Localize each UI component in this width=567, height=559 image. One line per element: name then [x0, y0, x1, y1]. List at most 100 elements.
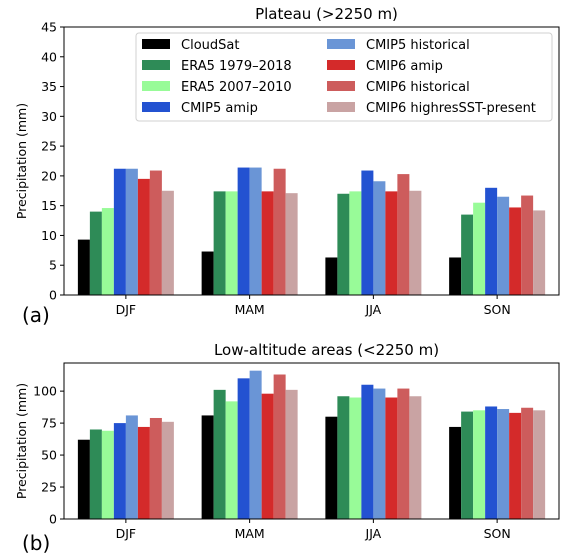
bar-mam-3	[237, 167, 250, 295]
bar-mam-7	[285, 193, 298, 295]
y-tick-label: 35	[41, 79, 57, 94]
bar-son-2	[473, 202, 486, 295]
bar-djf-0	[77, 239, 90, 295]
y-tick-label: 100	[33, 384, 57, 399]
bar-djf-6	[149, 417, 162, 519]
y-axis-label: Precipitation (mm)	[14, 383, 29, 499]
bar-mam-4	[249, 167, 262, 295]
legend-label: CMIP5 amip	[181, 101, 258, 116]
legend-label: ERA5 2007–2010	[181, 80, 292, 95]
x-tick-label: DJF	[116, 526, 137, 541]
bar-djf-2	[101, 430, 114, 519]
bar-djf-0	[77, 439, 90, 519]
bar-son-5	[509, 412, 522, 519]
bar-jja-7	[409, 396, 422, 519]
y-tick-label: 75	[41, 416, 57, 431]
bar-jja-6	[397, 388, 410, 519]
x-tick-label: JJA	[365, 526, 382, 541]
legend-label: CMIP6 historical	[366, 80, 470, 95]
bar-djf-5	[137, 426, 150, 519]
bar-djf-2	[101, 208, 114, 295]
legend-label: CMIP6 highresSST-present	[366, 101, 536, 116]
bar-son-0	[449, 426, 462, 519]
legend-label: CMIP5 historical	[366, 38, 470, 53]
bar-mam-0	[201, 251, 214, 295]
x-tick-label: JJA	[365, 302, 382, 317]
bar-mam-1	[213, 389, 226, 519]
legend-box	[135, 32, 553, 122]
bar-mam-0	[201, 415, 214, 519]
legend-swatch	[142, 60, 170, 70]
panel-2: 0 25 50 75 100 DJF MAM JJA SON Low-altitude areas…	[14, 341, 560, 555]
x-tick-label: MAM	[235, 526, 265, 541]
bar-djf-7	[161, 421, 174, 519]
bar-mam-1	[213, 191, 226, 295]
legend-label: CloudSat	[181, 38, 239, 53]
y-tick-label: 10	[41, 228, 57, 243]
y-tick-label: 5	[49, 258, 57, 273]
bar-son-4	[497, 409, 510, 519]
legend-swatch	[142, 39, 170, 49]
bar-mam-3	[237, 378, 250, 519]
bar-son-7	[533, 210, 546, 295]
panel-label: (a)	[22, 303, 50, 327]
bar-jja-3	[361, 170, 374, 295]
legend: CloudSat ERA5 1979–2018 ERA5 2007–2010 CMIP…	[135, 32, 553, 122]
bar-djf-3	[113, 168, 126, 295]
bar-son-1	[461, 214, 474, 295]
bar-mam-6	[273, 374, 286, 519]
bar-mam-5	[261, 393, 274, 519]
bar-djf-3	[113, 423, 126, 519]
bar-son-0	[449, 257, 462, 295]
bar-djf-5	[137, 178, 150, 295]
bar-son-4	[497, 196, 510, 295]
bar-son-5	[509, 207, 522, 295]
y-tick-label: 0	[49, 512, 57, 527]
bar-jja-5	[385, 191, 398, 295]
panel-label: (b)	[22, 531, 50, 555]
bar-son-7	[533, 410, 546, 519]
bar-jja-0	[325, 257, 338, 295]
x-tick-label: SON	[484, 526, 511, 541]
bar-djf-6	[149, 170, 162, 295]
bar-mam-5	[261, 191, 274, 295]
axes-frame	[63, 26, 560, 296]
bar-djf-1	[89, 211, 102, 295]
y-tick-label: 45	[41, 20, 57, 35]
bar-jja-2	[349, 191, 362, 295]
bar-djf-4	[125, 168, 138, 295]
x-tick-label: MAM	[235, 302, 265, 317]
bar-son-3	[485, 406, 498, 519]
legend-swatch	[142, 81, 170, 91]
legend-label: CMIP6 amip	[366, 59, 443, 74]
bar-djf-1	[89, 429, 102, 519]
legend-swatch	[327, 39, 355, 49]
bar-mam-4	[249, 370, 262, 519]
bar-jja-1	[337, 193, 350, 295]
bar-jja-3	[361, 384, 374, 519]
bar-son-3	[485, 187, 498, 295]
legend-swatch	[327, 81, 355, 91]
bar-mam-6	[273, 168, 286, 295]
bar-jja-4	[373, 388, 386, 519]
bar-jja-7	[409, 190, 422, 295]
bar-son-6	[521, 195, 534, 295]
bar-jja-1	[337, 396, 350, 519]
bar-jja-0	[325, 416, 338, 519]
legend-swatch	[327, 102, 355, 112]
bar-jja-2	[349, 397, 362, 519]
y-tick-label: 25	[41, 139, 57, 154]
chart-title: Plateau (>2250 m)	[255, 5, 398, 23]
axes-frame	[63, 362, 560, 520]
bar-jja-4	[373, 181, 386, 295]
bar-mam-2	[225, 191, 238, 295]
bar-djf-7	[161, 190, 174, 295]
x-tick-label: SON	[484, 302, 511, 317]
legend-swatch	[142, 102, 170, 112]
bar-jja-5	[385, 397, 398, 519]
y-tick-label: 0	[49, 288, 57, 303]
y-tick-label: 40	[41, 49, 57, 64]
y-tick-label: 30	[41, 109, 57, 124]
bar-mam-7	[285, 389, 298, 519]
